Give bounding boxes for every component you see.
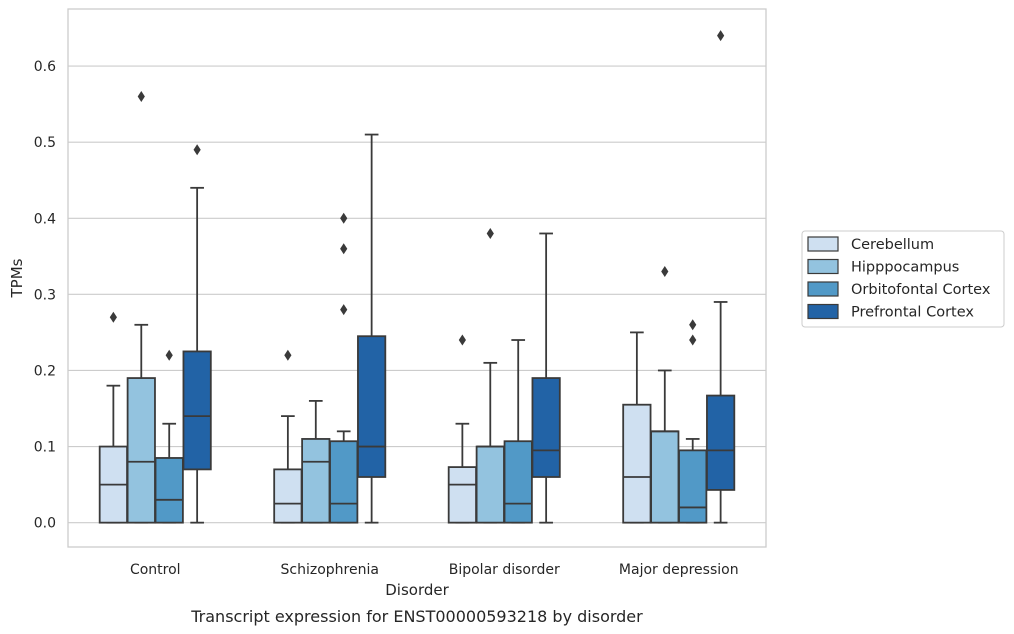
outlier-point (458, 334, 466, 346)
box-body (678, 449, 708, 524)
x-axis-label: Disorder (385, 581, 449, 599)
box (98, 311, 128, 524)
x-tick-label: Bipolar disorder (449, 562, 560, 578)
outlier-point (661, 266, 669, 278)
legend-swatch (807, 258, 839, 275)
x-tick-label: Control (130, 562, 181, 578)
box (678, 319, 708, 524)
outlier-point (689, 319, 697, 331)
y-axis-label: TPMs (8, 258, 26, 298)
outlier-point (717, 30, 725, 42)
legend-swatch (807, 281, 839, 297)
box (301, 399, 331, 524)
box (531, 232, 561, 524)
chart-caption: Transcript expression for ENST0000059321… (190, 607, 643, 626)
legend: Cerebellum Hipppocampus Orbitofontal Corte… (801, 230, 1005, 328)
box (650, 266, 680, 524)
box-body (154, 457, 184, 524)
box (154, 349, 184, 524)
y-tick-label: 0.5 (34, 135, 56, 151)
outlier-point (165, 349, 173, 361)
box-body (475, 445, 505, 524)
legend-frame (801, 230, 1005, 328)
outlier-point (109, 311, 117, 323)
y-axis-ticks: 0.0 0.1 0.2 0.3 0.4 0.5 0.6 (34, 59, 56, 532)
box (357, 133, 387, 524)
legend-entry-label: Hipppocampus (851, 260, 959, 276)
box-plot-marks (98, 30, 736, 524)
box-body (126, 377, 156, 524)
box (706, 30, 736, 524)
x-tick-label: Schizophrenia (281, 562, 379, 578)
outlier-point (340, 243, 348, 255)
box-body (622, 403, 652, 524)
y-tick-label: 0.1 (34, 440, 56, 456)
box (447, 334, 477, 524)
outlier-point (137, 91, 145, 103)
y-tick-label: 0.6 (34, 59, 56, 75)
outlier-point (340, 212, 348, 224)
box (273, 349, 303, 524)
box-body (182, 350, 212, 471)
legend-entry-label: Orbitofontal Cortex (851, 282, 991, 298)
y-tick-label: 0.4 (34, 211, 56, 227)
box (126, 91, 156, 524)
outlier-point (689, 334, 697, 346)
box (329, 212, 359, 524)
box-body (531, 377, 561, 478)
y-tick-label: 0.3 (34, 287, 56, 303)
legend-entry-label: Cerebellum (851, 237, 934, 253)
outlier-point (486, 227, 494, 239)
x-tick-label: Major depression (619, 562, 739, 578)
box-body (503, 440, 533, 524)
y-tick-label: 0.2 (34, 363, 56, 379)
y-tick-label: 0.0 (34, 516, 56, 532)
box-body (301, 438, 331, 524)
box (503, 339, 533, 524)
box-body (447, 466, 477, 524)
outlier-point (193, 144, 201, 156)
box-body (357, 335, 387, 478)
x-axis-ticks: Control Schizophrenia Bipolar disorder Majo… (130, 562, 739, 578)
box-body (329, 440, 359, 524)
box (182, 144, 212, 524)
box (475, 227, 505, 524)
legend-swatch (807, 303, 839, 320)
box-body (706, 394, 736, 491)
legend-swatch (807, 236, 839, 252)
outlier-point (284, 349, 292, 361)
box (622, 331, 652, 524)
box-body (273, 468, 303, 524)
outlier-point (340, 304, 348, 316)
legend-entry-label: Prefrontal Cortex (851, 305, 974, 321)
box-body (650, 430, 680, 524)
plot-area-frame (67, 8, 767, 548)
